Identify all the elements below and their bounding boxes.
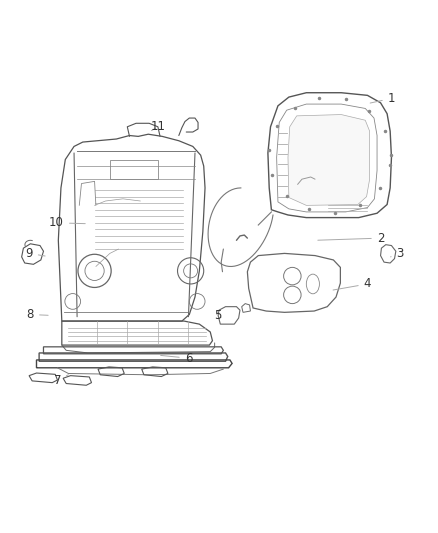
Text: 8: 8 (27, 308, 48, 321)
Text: 5: 5 (215, 309, 222, 322)
Text: 3: 3 (391, 247, 404, 260)
Text: 10: 10 (49, 216, 85, 229)
Text: 11: 11 (150, 120, 166, 133)
Text: 7: 7 (54, 374, 68, 386)
Polygon shape (288, 115, 370, 205)
Text: 4: 4 (333, 278, 371, 290)
Text: 9: 9 (25, 247, 45, 260)
Text: 1: 1 (370, 92, 395, 105)
Text: 2: 2 (318, 232, 384, 245)
Text: 6: 6 (161, 352, 192, 365)
